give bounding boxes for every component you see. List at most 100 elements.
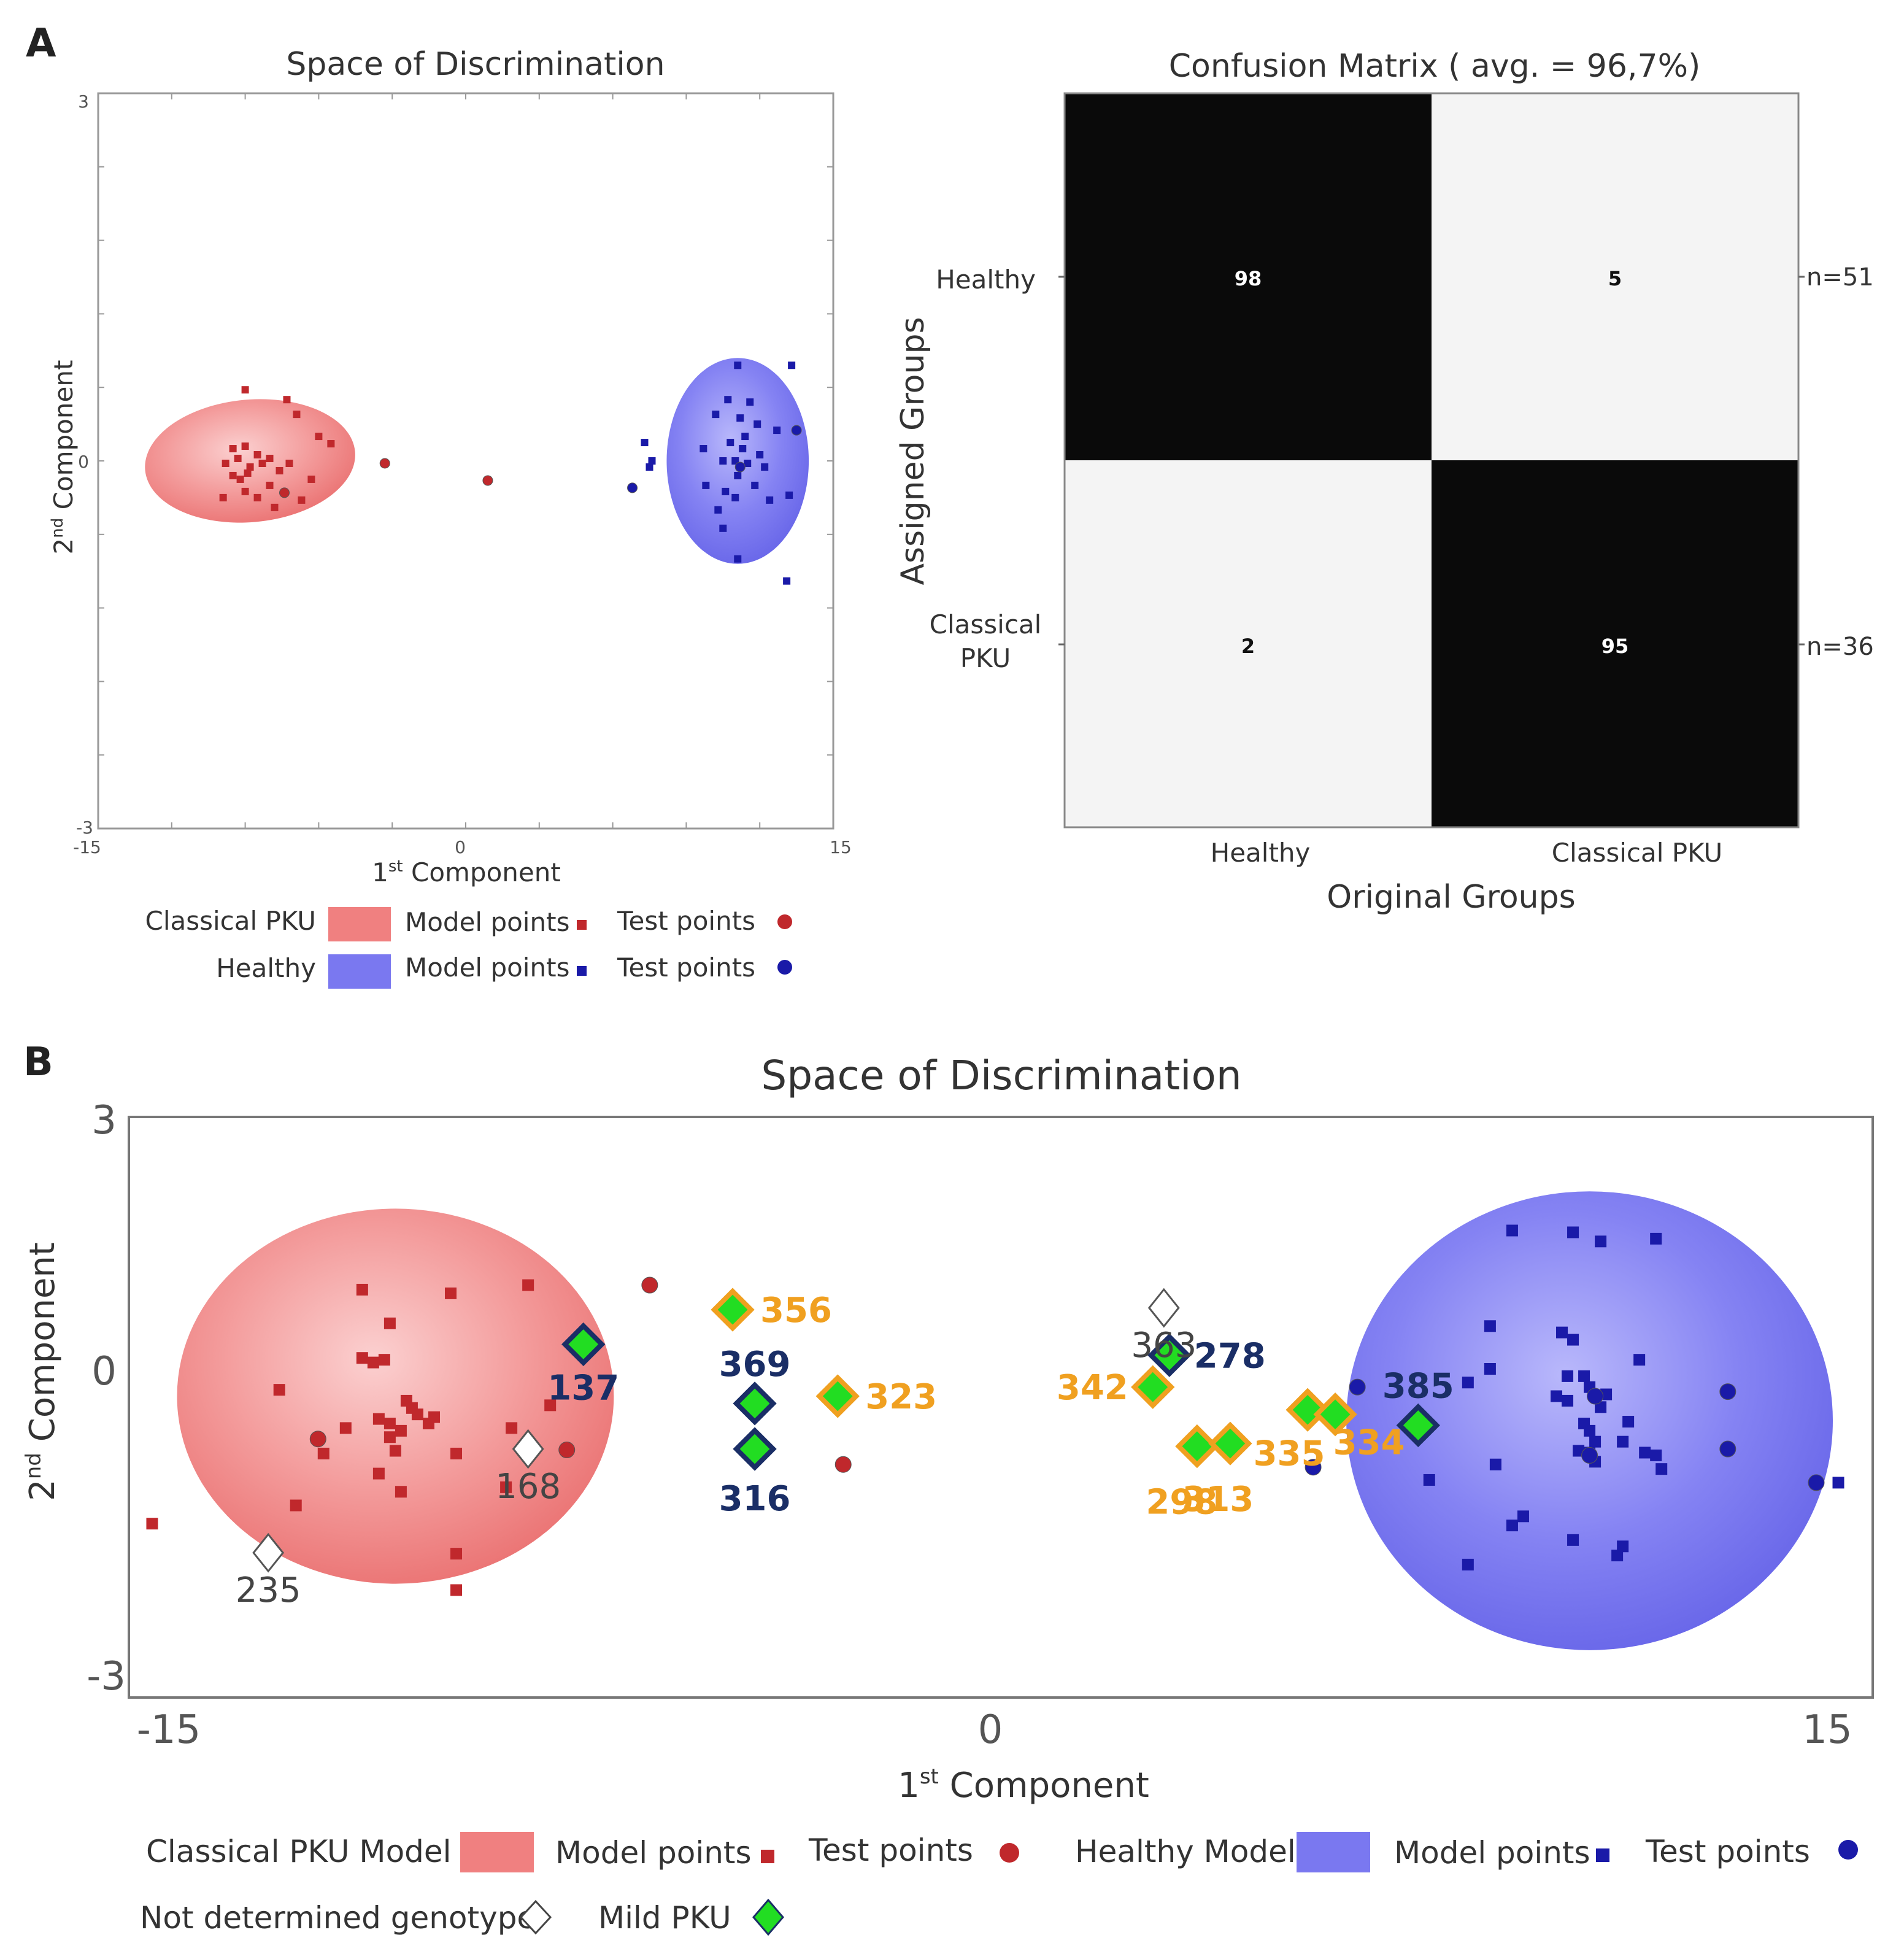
pku-model-point: [318, 1448, 330, 1459]
pku-model-point: [379, 1354, 390, 1366]
pku-model-point: [283, 396, 290, 403]
mild-pku-label: 356: [760, 1291, 832, 1331]
pku-test-point: [835, 1456, 851, 1472]
mild-pku-diamond: [736, 1385, 773, 1422]
legend-b-healthy-model: Healthy Model: [1075, 1834, 1296, 1869]
healthy-model-point: [1462, 1559, 1474, 1570]
pku-model-point: [276, 467, 283, 474]
panel-b-ytick-max: 3: [91, 1098, 117, 1143]
panel-b-letter: B: [23, 1040, 53, 1085]
not-determined-label: 363: [1131, 1326, 1197, 1366]
healthy-model-point: [702, 482, 709, 489]
legend-b-mild-pku-marker: [754, 1900, 783, 1934]
healthy-test-point: [1808, 1475, 1824, 1491]
healthy-model-point: [1617, 1540, 1628, 1552]
healthy-model-point: [773, 427, 780, 434]
healthy-model-point: [1622, 1416, 1634, 1427]
pku-model-point: [242, 442, 249, 450]
legend-a-healthy-swatch: [328, 954, 391, 989]
not-determined-label: 235: [236, 1570, 301, 1610]
legend-b-healthy-test-points: Test points: [1645, 1834, 1810, 1869]
healthy-model-point: [736, 414, 744, 422]
pku-model-point: [274, 1384, 285, 1396]
legend-a-pku-model-marker: [577, 920, 587, 930]
panel-b-xlabel: 1st Component: [898, 1764, 1149, 1806]
healthy-model-point: [1589, 1436, 1601, 1448]
pku-model-point: [254, 451, 261, 458]
pku-model-point: [290, 1500, 302, 1512]
legend-b-healthy-model-marker: [1596, 1848, 1609, 1862]
legend-b-pku-test-marker: [1000, 1843, 1019, 1863]
pku-model-point: [390, 1445, 401, 1457]
pku-model-point: [242, 488, 249, 495]
matrix-value-2: 2: [1241, 635, 1255, 658]
healthy-test-point: [1349, 1379, 1365, 1395]
healthy-model-point: [1567, 1534, 1579, 1546]
healthy-model-point: [1484, 1320, 1496, 1332]
mild-pku-diamond: [736, 1431, 773, 1467]
panel-b-title: Space of Discrimination: [761, 1052, 1241, 1099]
healthy-model-point: [1617, 1436, 1628, 1448]
legend-b-healthy-swatch: [1297, 1832, 1370, 1872]
healthy-model-point: [719, 525, 727, 532]
healthy-model-point: [1551, 1391, 1562, 1402]
matrix-n-healthy: n=51: [1806, 263, 1874, 292]
healthy-model-point: [751, 482, 758, 489]
healthy-model-point: [734, 555, 741, 563]
matrix-value-95: 95: [1601, 635, 1629, 658]
pku-model-point: [315, 433, 322, 440]
healthy-model-point: [1506, 1520, 1518, 1531]
healthy-model-point: [1833, 1477, 1844, 1488]
pku-model-point: [450, 1548, 462, 1559]
panel-a-letter: A: [26, 21, 56, 66]
pku-model-point: [357, 1284, 368, 1296]
pku-test-point: [380, 458, 390, 468]
healthy-model-point: [746, 398, 754, 406]
mild-pku-label: 316: [719, 1479, 791, 1519]
mild-pku-diamond: [1135, 1369, 1171, 1405]
pku-test-point: [559, 1442, 575, 1458]
panel-a-legend: Classical PKU Model points Test points H…: [145, 906, 793, 989]
pku-model-point: [412, 1408, 423, 1420]
healthy-model-point: [1595, 1235, 1606, 1247]
pku-model-point: [259, 460, 266, 467]
healthy-model-point: [788, 361, 795, 369]
legend-a-pku-model-points: Model points: [405, 907, 569, 937]
healthy-test-point: [1720, 1441, 1736, 1457]
legend-b-pku-model-marker: [761, 1850, 774, 1863]
matrix-col-label-pku: Classical PKU: [1552, 838, 1723, 868]
legend-b-mild-pku: Mild PKU: [598, 1900, 731, 1936]
healthy-model-point: [1506, 1225, 1518, 1237]
legend-a-pku-test-points: Test points: [617, 906, 755, 936]
pku-model-point: [298, 496, 305, 504]
matrix-row-label-classical: Classical: [930, 609, 1042, 639]
pku-model-point: [271, 504, 279, 511]
matrix-row-label-healthy: Healthy: [936, 265, 1036, 295]
pku-model-point: [522, 1280, 534, 1291]
pku-model-point: [373, 1468, 385, 1480]
healthy-model-point: [722, 488, 729, 495]
healthy-model-point: [700, 445, 707, 452]
healthy-model-point: [719, 457, 727, 465]
healthy-model-point: [1517, 1510, 1529, 1522]
panel-a-xtick-zero: 0: [455, 837, 466, 857]
pku-model-point: [242, 386, 249, 393]
legend-a-pku-test-marker: [777, 914, 792, 929]
pku-model-point: [146, 1518, 158, 1529]
panel-b-ylabel: 2nd Component: [21, 1242, 63, 1501]
pku-model-point: [423, 1418, 434, 1429]
matrix-n-pku: n=36: [1806, 633, 1874, 661]
pku-model-point: [234, 455, 242, 462]
pku-test-point: [642, 1277, 658, 1293]
panel-a-confusion-matrix: Confusion Matrix ( avg. = 96,7%) 98 5 2 …: [895, 48, 1874, 916]
panel-b-ytick-min: -3: [87, 1654, 126, 1699]
pku-model-point: [266, 455, 274, 462]
mild-pku-diamond: [714, 1291, 751, 1328]
healthy-model-point: [1424, 1474, 1435, 1486]
mild-pku-label: 323: [865, 1377, 937, 1417]
matrix-col-label-healthy: Healthy: [1211, 838, 1311, 868]
pku-model-point: [229, 445, 237, 452]
panel-b-xtick-min: -15: [137, 1707, 201, 1753]
panel-a-scatter-title: Space of Discrimination: [286, 46, 665, 83]
legend-a-pku-label: Classical PKU: [145, 906, 317, 936]
